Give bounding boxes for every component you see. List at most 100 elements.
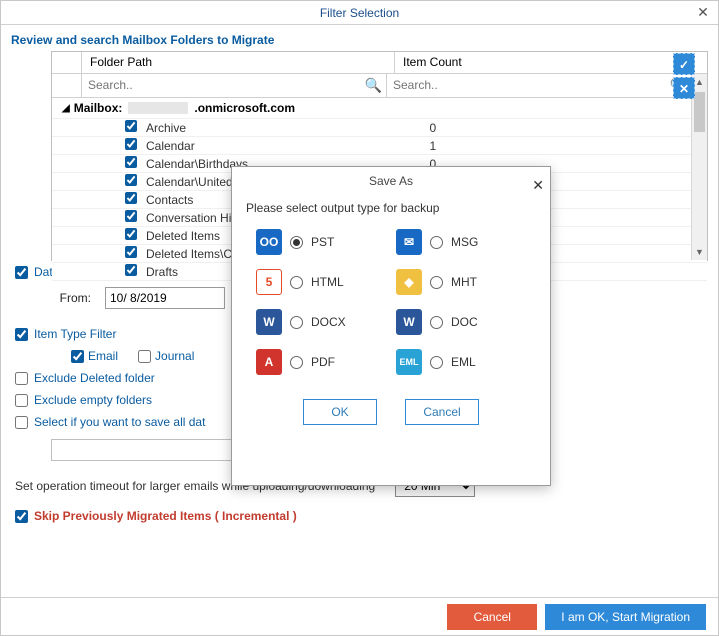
format-msg[interactable]: ✉ MSG [396, 229, 526, 255]
mailbox-prefix: Mailbox: [74, 101, 123, 115]
dialog-buttons: OK Cancel [232, 399, 550, 425]
pdf-icon: A [256, 349, 282, 375]
format-label: MSG [451, 235, 478, 249]
skip-migrated-option[interactable]: Skip Previously Migrated Items ( Increme… [1, 505, 718, 527]
format-label: DOCX [311, 315, 346, 329]
section-heading: Review and search Mailbox Folders to Mig… [1, 25, 718, 51]
format-mht[interactable]: ◆ MHT [396, 269, 526, 295]
item-type-filter-checkbox[interactable] [15, 328, 28, 341]
clear-all-button[interactable]: ✕ [673, 77, 695, 99]
filter-selection-window: Filter Selection ✕ Review and search Mai… [0, 0, 719, 636]
start-migration-button[interactable]: I am OK, Start Migration [545, 604, 706, 630]
mailbox-root-row[interactable]: ◢ Mailbox: .onmicrosoft.com [52, 98, 707, 119]
pst-icon: O [256, 229, 282, 255]
scroll-down-icon[interactable]: ▼ [692, 244, 707, 260]
radio[interactable] [290, 316, 303, 329]
docx-icon: W [256, 309, 282, 335]
dialog-instruction: Please select output type for backup [232, 195, 550, 223]
from-label: From: [51, 291, 91, 305]
row-checkbox[interactable] [125, 210, 137, 222]
row-checkbox[interactable] [125, 228, 137, 240]
format-pst[interactable]: O PST [256, 229, 386, 255]
titlebar: Filter Selection ✕ [1, 1, 718, 25]
format-label: PDF [311, 355, 335, 369]
save-as-dialog: Save As ✕ Please select output type for … [231, 166, 551, 486]
dialog-ok-button[interactable]: OK [303, 399, 377, 425]
from-date-value: 10/ 8/2019 [110, 291, 167, 305]
radio[interactable] [430, 356, 443, 369]
format-grid: O PST✉ MSG5 HTML◆ MHTW DOCXW DOCA PDFEML… [232, 223, 550, 381]
item-count: 1 [424, 139, 708, 153]
vertical-scrollbar[interactable]: ▲ ▼ [691, 74, 707, 260]
close-icon[interactable]: ✕ [688, 1, 718, 24]
dialog-titlebar: Save As ✕ [232, 167, 550, 195]
format-html[interactable]: 5 HTML [256, 269, 386, 295]
folder-name: Calendar [140, 139, 424, 153]
folder-name: Archive [140, 121, 424, 135]
redacted-block [128, 102, 188, 114]
search-folder-path-input[interactable] [82, 74, 386, 96]
row-checkbox[interactable] [125, 156, 137, 168]
html-icon: 5 [256, 269, 282, 295]
from-date-input[interactable]: 10/ 8/2019 [105, 287, 225, 309]
msg-icon: ✉ [396, 229, 422, 255]
search-icon[interactable]: 🔍 [365, 77, 382, 94]
select-all-button[interactable]: ✓ [673, 53, 695, 75]
option-label: Exclude empty folders [34, 393, 152, 407]
header-checkbox-cell [52, 52, 82, 73]
window-title: Filter Selection [320, 6, 399, 20]
row-checkbox[interactable] [125, 120, 137, 132]
column-item-count[interactable]: Item Count [395, 52, 707, 73]
close-icon[interactable]: ✕ [532, 171, 544, 199]
table-row[interactable]: Archive 0 [52, 119, 707, 137]
row-checkbox[interactable] [125, 138, 137, 150]
item-count: 0 [424, 121, 708, 135]
skip-migrated-checkbox[interactable] [15, 510, 28, 523]
row-checkbox[interactable] [125, 192, 137, 204]
date-filter-checkbox[interactable] [15, 266, 28, 279]
format-doc[interactable]: W DOC [396, 309, 526, 335]
format-label: HTML [311, 275, 344, 289]
format-docx[interactable]: W DOCX [256, 309, 386, 335]
radio[interactable] [430, 236, 443, 249]
row-checkbox[interactable] [125, 174, 137, 186]
action-bar: Cancel I am OK, Start Migration [1, 597, 718, 635]
radio[interactable] [290, 236, 303, 249]
dialog-title: Save As [369, 174, 413, 188]
mailbox-suffix: .onmicrosoft.com [194, 101, 295, 115]
dialog-cancel-button[interactable]: Cancel [405, 399, 479, 425]
column-folder-path[interactable]: Folder Path [82, 52, 395, 73]
format-label: DOC [451, 315, 478, 329]
radio[interactable] [290, 356, 303, 369]
option-label: Select if you want to save all dat [34, 415, 205, 429]
row-checkbox[interactable] [125, 264, 137, 276]
item-type-journal[interactable]: Journal [138, 349, 194, 363]
checkbox[interactable] [15, 394, 28, 407]
row-checkbox[interactable] [125, 246, 137, 258]
cancel-button[interactable]: Cancel [447, 604, 537, 630]
item-type-filter-label: Item Type Filter [34, 327, 116, 341]
grid-header: Folder Path Item Count [52, 52, 707, 74]
checkbox[interactable] [71, 350, 84, 363]
format-label: MHT [451, 275, 477, 289]
radio[interactable] [430, 276, 443, 289]
radio[interactable] [430, 316, 443, 329]
expand-icon[interactable]: ◢ [62, 103, 70, 114]
skip-migrated-label: Skip Previously Migrated Items ( Increme… [34, 509, 297, 523]
option-label: Exclude Deleted folder [34, 371, 155, 385]
item-type-email[interactable]: Email [71, 349, 118, 363]
radio[interactable] [290, 276, 303, 289]
format-pdf[interactable]: A PDF [256, 349, 386, 375]
doc-icon: W [396, 309, 422, 335]
mht-icon: ◆ [396, 269, 422, 295]
format-eml[interactable]: EML EML [396, 349, 526, 375]
search-item-count-input[interactable] [387, 74, 691, 96]
format-label: PST [311, 235, 334, 249]
format-label: EML [451, 355, 476, 369]
checkbox[interactable] [15, 416, 28, 429]
table-row[interactable]: Calendar 1 [52, 137, 707, 155]
checkbox[interactable] [138, 350, 151, 363]
eml-icon: EML [396, 349, 422, 375]
grid-search-row: 🔍 🔍 [52, 74, 707, 98]
checkbox[interactable] [15, 372, 28, 385]
